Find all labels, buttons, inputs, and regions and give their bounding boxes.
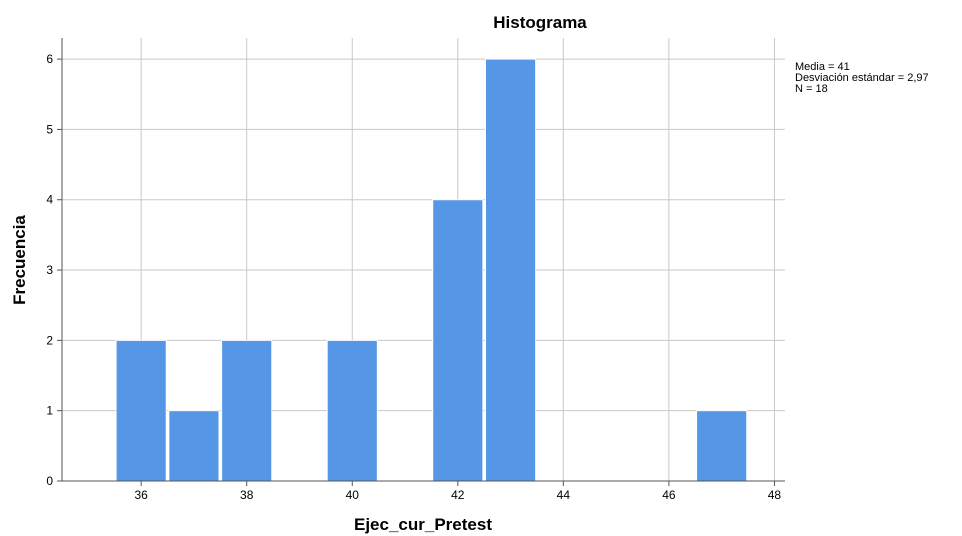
histogram-bar [221,339,273,482]
bars [115,58,748,482]
stats-std: Desviación estándar = 2,97 [795,72,929,84]
chart-title: Histograma [493,13,587,32]
histogram-bar [696,410,748,482]
histogram-bar [115,339,167,482]
axes [61,38,785,482]
y-axis-title: Frecuencia [10,215,29,305]
x-tick-label: 46 [662,488,676,502]
stats-mean: Media = 41 [795,61,850,73]
y-ticks: 0 1 2 3 4 5 6 [46,52,62,488]
x-tick-label: 38 [240,488,254,502]
y-tick-label: 3 [46,263,53,277]
y-tick-label: 1 [46,404,53,418]
x-tick-label: 42 [451,488,465,502]
y-tick-label: 6 [46,52,53,66]
histogram-bar [485,58,537,482]
x-ticks: 36 38 40 42 44 46 48 [134,481,781,502]
y-tick-label: 0 [46,474,53,488]
stats-box: Media = 41 Desviación estándar = 2,97 N … [795,62,929,95]
histogram-bar [168,410,220,482]
x-axis-title: Ejec_cur_Pretest [354,515,492,534]
y-tick-label: 4 [46,193,53,207]
histogram-bar [432,199,484,482]
histogram-bar [326,339,378,482]
x-tick-label: 36 [134,488,148,502]
stats-n: N = 18 [795,83,828,95]
y-tick-label: 2 [46,333,53,347]
x-tick-label: 40 [346,488,360,502]
y-tick-label: 5 [46,122,53,136]
x-tick-label: 48 [768,488,782,502]
x-tick-label: 44 [557,488,571,502]
